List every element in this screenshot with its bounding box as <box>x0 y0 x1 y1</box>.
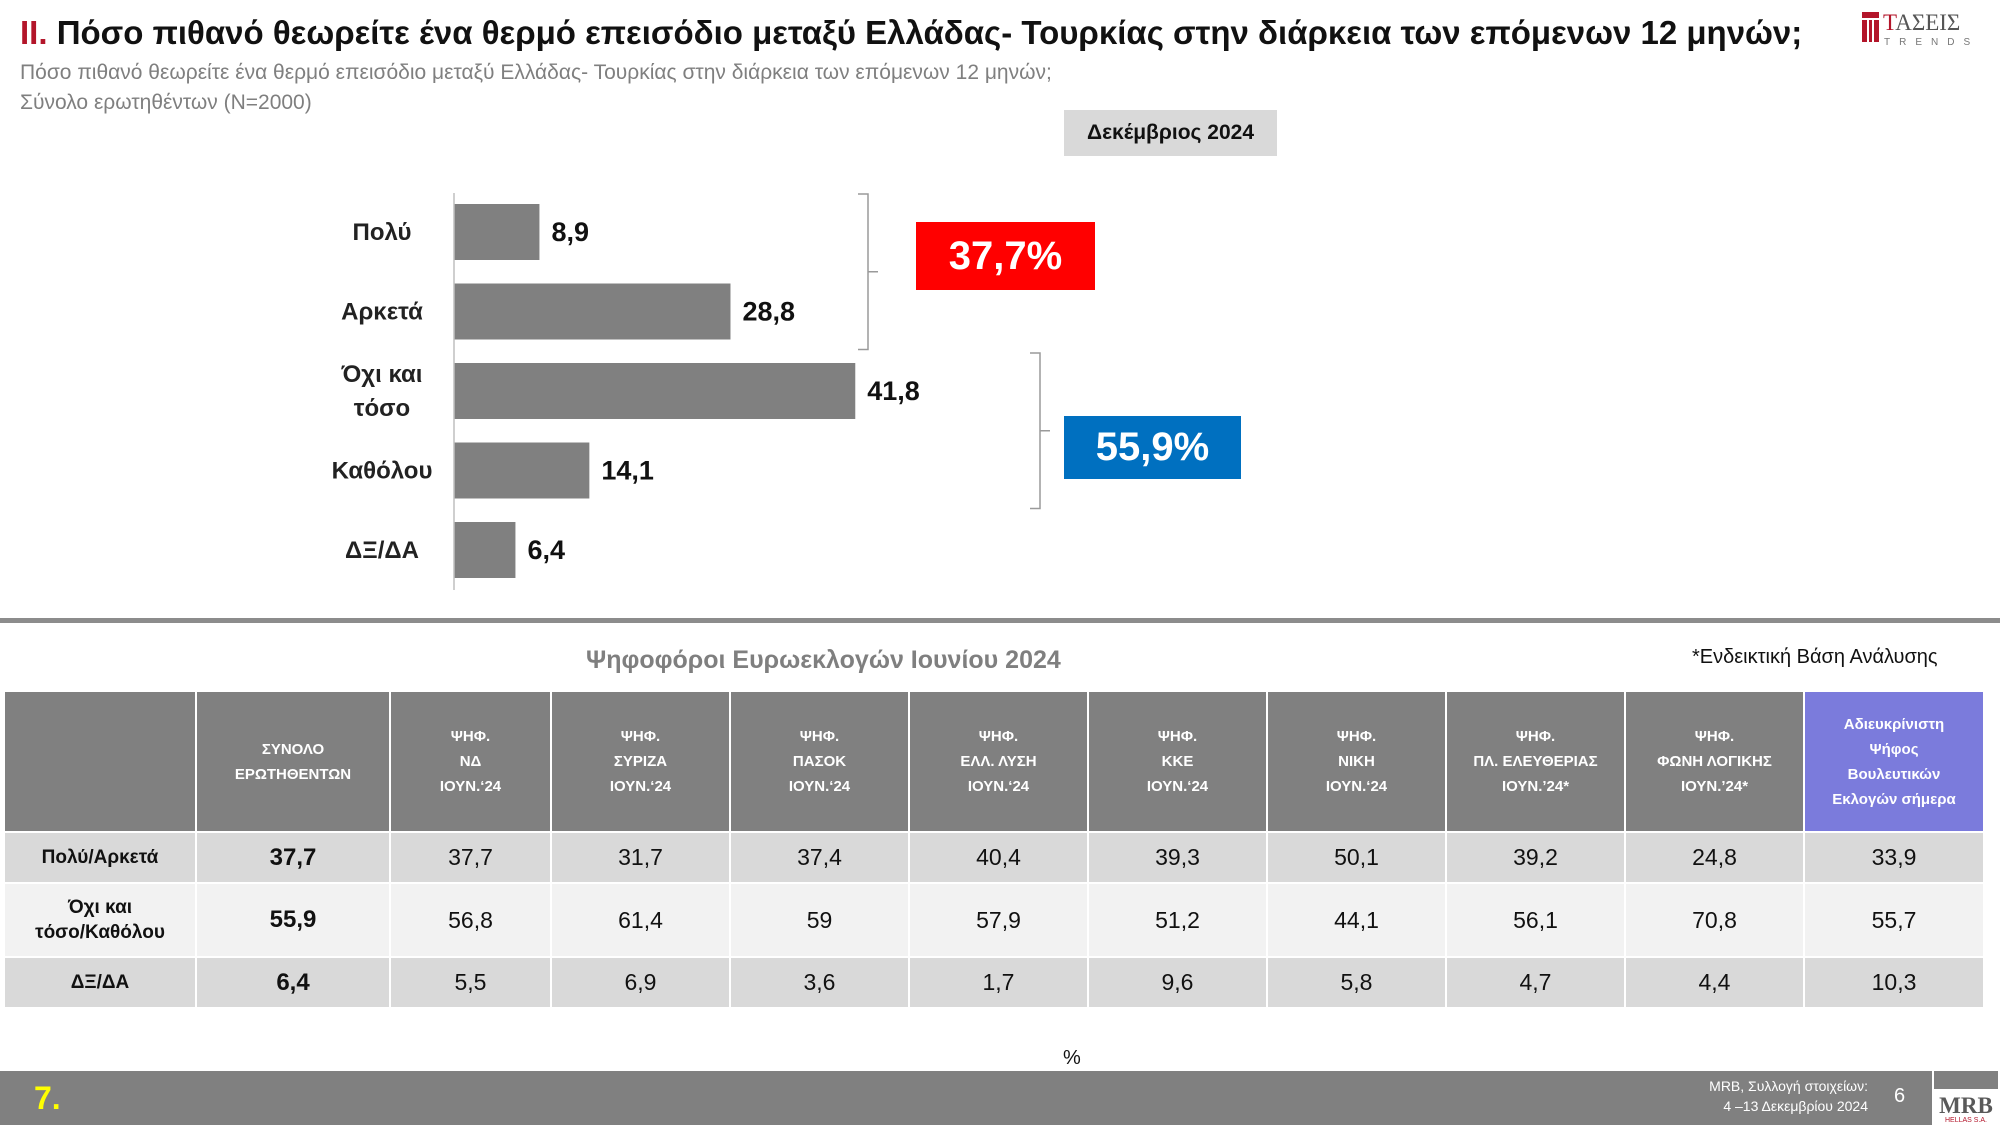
table-cell: 31,7 <box>550 831 731 884</box>
category-label-2-line-0: Όχι και <box>341 361 423 388</box>
table-cell: 1,7 <box>908 956 1089 1009</box>
table-cell: 24,8 <box>1624 831 1805 884</box>
page-title: II. Πόσο πιθανό θεωρείτε ένα θερμό επεισ… <box>20 14 1802 52</box>
row-label: Όχι και τόσο/Καθόλου <box>3 882 197 958</box>
table-cell: 44,1 <box>1266 882 1447 958</box>
group-bracket-0 <box>858 193 878 351</box>
header-corner <box>3 690 197 833</box>
source-line: MRB, Συλλογή στοιχείων: <box>1709 1078 1868 1094</box>
column-header-3: ΨΗΦ. ΠΑΣΟΚ ΙΟΥΝ.‘24 <box>729 690 910 833</box>
category-label-2-line-1: τόσο <box>354 395 410 422</box>
bar-value-label-1: 28,8 <box>742 297 795 327</box>
table-cell: 39,2 <box>1445 831 1626 884</box>
column-header-5: ΨΗΦ. ΚΚΕ ΙΟΥΝ.‘24 <box>1087 690 1268 833</box>
column-header-7: ΨΗΦ. ΠΛ. ΕΛΕΥΘΕΡΙΑΣ ΙΟΥΝ.’24* <box>1445 690 1626 833</box>
table-row: Πολύ/Αρκετά 37,7 37,7 31,7 37,4 40,4 39,3 50,1 3… <box>3 831 1985 884</box>
source-note: MRB, Συλλογή στοιχείων: 4 –13 Δεκεμβρίου… <box>1620 1076 1868 1116</box>
table-cell: 6,4 <box>195 956 391 1009</box>
table-cell: 33,9 <box>1803 831 1985 884</box>
source-dates: 4 –13 Δεκεμβρίου 2024 <box>1723 1098 1868 1114</box>
column-header-8: ΨΗΦ. ΦΩΝΗ ΛΟΓΙΚΗΣ ΙΟΥΝ.’24* <box>1624 690 1805 833</box>
bar-chart: 8,9 Πολύ 28,8 Αρκετά 41,8 Όχι και τόσο 14,1 Καθό… <box>332 193 1050 590</box>
percent-note: % <box>1063 1047 1081 1069</box>
row-label: Πολύ/Αρκετά <box>3 831 197 884</box>
table-cell: 50,1 <box>1266 831 1447 884</box>
table-cell: 3,6 <box>729 956 910 1009</box>
table-cell: 37,7 <box>195 831 391 884</box>
table-cell: 61,4 <box>550 882 731 958</box>
bar-3 <box>454 442 590 499</box>
logo-subtext: TRENDS <box>1884 37 1980 48</box>
section-divider <box>0 618 2000 623</box>
table-cell: 5,5 <box>389 956 552 1009</box>
column-header-9: Αδιευκρίνιστη Ψήφος Βουλευτικών Εκλογών σήμ… <box>1803 690 1985 833</box>
logo-word: ΤΑΣΕΙΣ <box>1883 10 1961 35</box>
row-label: ΔΞ/ΔΑ <box>3 956 197 1009</box>
table-cell: 6,9 <box>550 956 731 1009</box>
mrb-logo-subtext: HELLAS S.A. <box>1944 1117 1988 1124</box>
table-cell: 10,3 <box>1803 956 1985 1009</box>
bar-1 <box>454 283 731 340</box>
column-header-1: ΨΗΦ. ΝΔ ΙΟΥΝ.‘24 <box>389 690 552 833</box>
column-header-4: ΨΗΦ. ΕΛΛ. ΛΥΣΗ ΙΟΥΝ.‘24 <box>908 690 1089 833</box>
table-row: Όχι και τόσο/Καθόλου 55,9 56,8 61,4 59 57,9 51,… <box>3 882 1985 958</box>
table-row: ΔΞ/ΔΑ 6,4 5,5 6,9 3,6 1,7 9,6 5,8 4,7 4,4 10,3 <box>3 956 1985 1009</box>
category-label-0: Πολύ <box>353 219 412 246</box>
column-header-6: ΨΗΦ. ΝΙΚΗ ΙΟΥΝ.‘24 <box>1266 690 1447 833</box>
category-label-3: Καθόλου <box>332 458 433 485</box>
table-cell: 55,9 <box>195 882 391 958</box>
table-cell: 55,7 <box>1803 882 1985 958</box>
period-badge: Δεκέμβριος 2024 <box>1064 110 1277 156</box>
table-cell: 5,8 <box>1266 956 1447 1009</box>
title-text: Πόσο πιθανό θεωρείτε ένα θερμό επεισόδιο… <box>56 14 1803 51</box>
table-cell: 39,3 <box>1087 831 1268 884</box>
bar-value-label-3: 14,1 <box>601 456 654 486</box>
table-cell: 56,8 <box>389 882 552 958</box>
category-label-1: Αρκετά <box>341 299 423 326</box>
bar-value-label-2: 41,8 <box>867 376 920 406</box>
mrb-logo-text: MRB <box>1939 1093 1993 1118</box>
subtitle-question: Πόσο πιθανό θεωρείτε ένα θερμό επεισόδιο… <box>20 61 1052 84</box>
title-number: II. <box>20 14 48 51</box>
table-cell: 4,7 <box>1445 956 1626 1009</box>
table-cell: 37,4 <box>729 831 910 884</box>
bar-value-label-4: 6,4 <box>527 535 565 565</box>
table-note: *Ενδεικτική Βάση Ανάλυσης <box>1692 646 1938 668</box>
taseis-trends-logo: ΤΑΣΕΙΣ TRENDS <box>1862 10 1982 50</box>
bar-0 <box>454 204 540 260</box>
table-cell: 51,2 <box>1087 882 1268 958</box>
bar-4 <box>454 522 516 578</box>
table-cell: 56,1 <box>1445 882 1626 958</box>
table-cell: 57,9 <box>908 882 1089 958</box>
group-total-unlikely: 55,9% <box>1064 416 1241 479</box>
group-total-likely: 37,7% <box>916 222 1095 290</box>
table-cell: 59 <box>729 882 910 958</box>
page-number: 6 <box>1894 1085 1906 1107</box>
category-label-4: ΔΞ/ΔΑ <box>345 537 419 564</box>
column-header-2: ΨΗΦ. ΣΥΡΙΖΑ ΙΟΥΝ.‘24 <box>550 690 731 833</box>
results-table: ΣΥΝΟΛΟ ΕΡΩΤΗΘΕΝΤΩΝ ΨΗΦ. ΝΔ ΙΟΥΝ.‘24 ΨΗΦ. ΣΥΡΙΖ… <box>3 690 1985 1009</box>
footer-bar <box>0 1071 1932 1125</box>
table-cell: 40,4 <box>908 831 1089 884</box>
table-cell: 9,6 <box>1087 956 1268 1009</box>
bar-value-label-0: 8,9 <box>551 217 589 247</box>
table-cell: 37,7 <box>389 831 552 884</box>
table-header-row: ΣΥΝΟΛΟ ΕΡΩΤΗΘΕΝΤΩΝ ΨΗΦ. ΝΔ ΙΟΥΝ.‘24 ΨΗΦ. ΣΥΡΙΖ… <box>3 690 1985 833</box>
table-title: Ψηφοφόροι Ευρωεκλογών Ιουνίου 2024 <box>586 646 1061 674</box>
mrb-logo-bar <box>1934 1071 1998 1089</box>
bar-2 <box>454 363 856 419</box>
table-body: Πολύ/Αρκετά 37,7 37,7 31,7 37,4 40,4 39,3 50,1 3… <box>3 831 1985 1009</box>
section-number: 7. <box>34 1080 61 1116</box>
table-cell: 70,8 <box>1624 882 1805 958</box>
subtitle: Πόσο πιθανό θεωρείτε ένα θερμό επεισόδιο… <box>20 58 1052 118</box>
logo-mark-icon <box>1862 12 1879 42</box>
mrb-logo: MRB HELLAS S.A. <box>1932 1071 2000 1125</box>
subtitle-base: Σύνολο ερωτηθέντων (N=2000) <box>20 91 312 114</box>
group-bracket-1 <box>1030 352 1050 510</box>
column-header-0: ΣΥΝΟΛΟ ΕΡΩΤΗΘΕΝΤΩΝ <box>195 690 391 833</box>
table-cell: 4,4 <box>1624 956 1805 1009</box>
